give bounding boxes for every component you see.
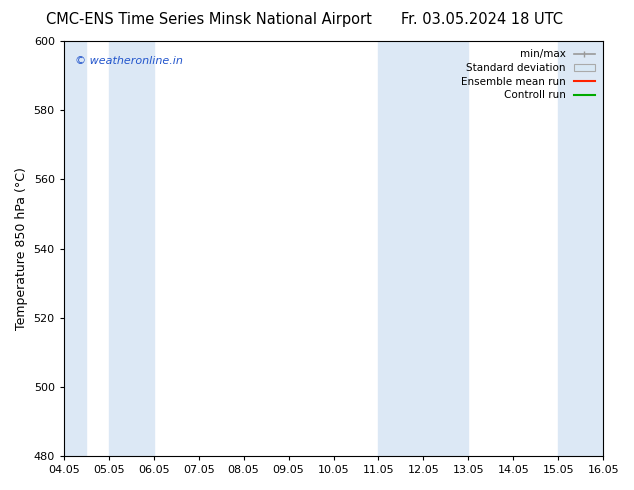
Bar: [378, 41, 469, 456]
Bar: [109, 41, 153, 456]
Bar: [64, 41, 86, 456]
Text: Fr. 03.05.2024 18 UTC: Fr. 03.05.2024 18 UTC: [401, 12, 563, 27]
Y-axis label: Temperature 850 hPa (°C): Temperature 850 hPa (°C): [15, 167, 28, 330]
Legend: min/max, Standard deviation, Ensemble mean run, Controll run: min/max, Standard deviation, Ensemble me…: [458, 46, 598, 103]
Bar: [559, 41, 626, 456]
Text: © weatheronline.in: © weatheronline.in: [75, 55, 183, 66]
Text: CMC-ENS Time Series Minsk National Airport: CMC-ENS Time Series Minsk National Airpo…: [46, 12, 372, 27]
